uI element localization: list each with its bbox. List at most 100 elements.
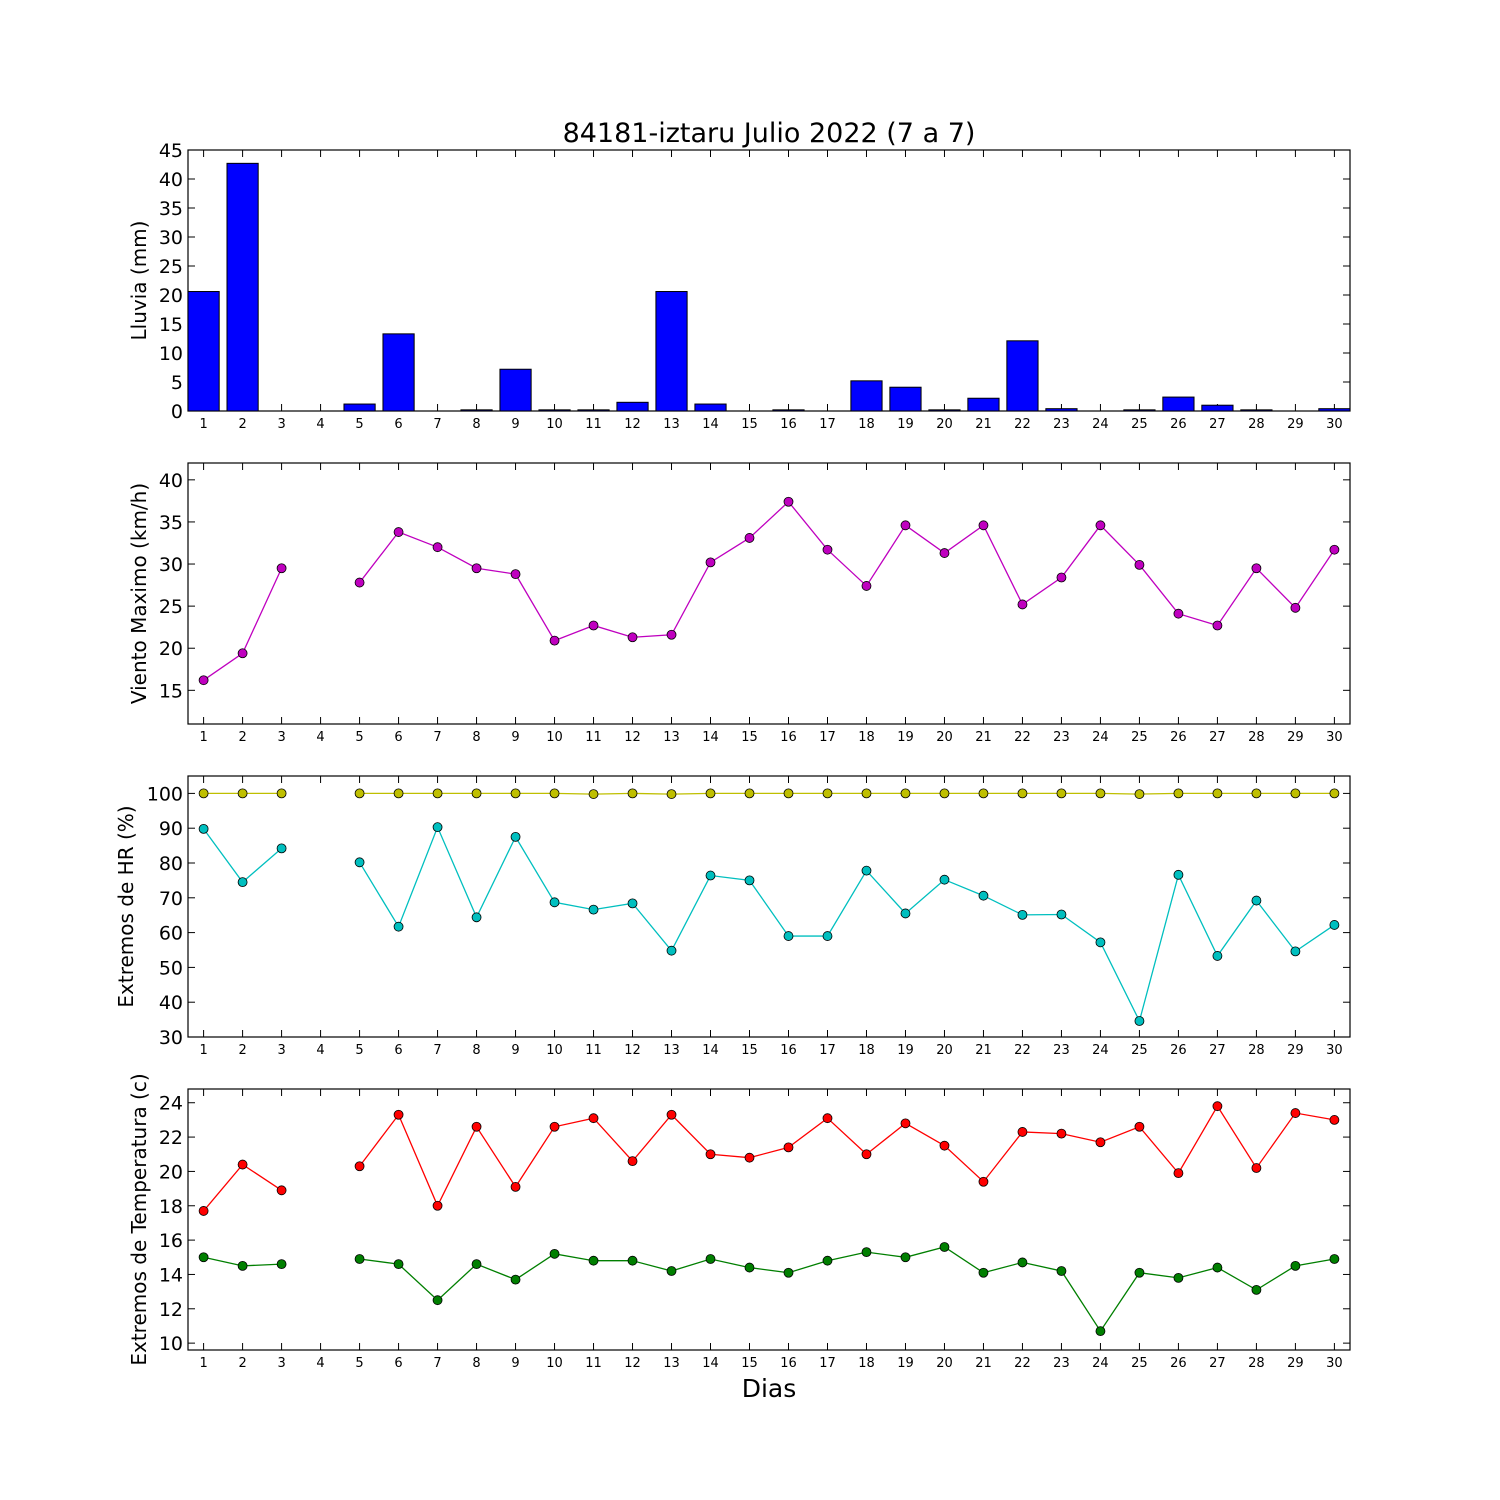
series-2-point-day-14	[705, 870, 716, 881]
x-tick-label: 16	[780, 730, 797, 745]
series-1-point-day-18	[861, 788, 872, 799]
x-tick-label: 7	[433, 417, 441, 432]
x-tick-label: 3	[277, 417, 285, 432]
x-tick-label: 13	[663, 1356, 680, 1371]
y-tick-label: 30	[159, 554, 183, 576]
series-1-point-day-3	[276, 563, 287, 574]
y-axis-label: Extremos de Temperatura (c)	[127, 1073, 151, 1365]
series-1-point-day-18	[861, 581, 872, 591]
series-2-point-day-5	[354, 857, 365, 868]
series-2-point-day-9	[510, 832, 521, 842]
x-tick-label: 15	[741, 1043, 758, 1058]
x-tick-label: 28	[1248, 417, 1265, 432]
bar-day-1	[187, 291, 220, 412]
x-tick-label: 29	[1287, 1043, 1304, 1058]
y-tick-label: 45	[159, 140, 183, 162]
series-1-point-day-30	[1329, 544, 1340, 555]
x-tick-label: 24	[1092, 1043, 1109, 1058]
y-tick-label: 70	[159, 888, 183, 910]
series-1-point-day-27	[1212, 620, 1223, 631]
series-2-point-day-5	[354, 1254, 365, 1264]
series-2-point-day-28	[1251, 1285, 1262, 1295]
series-1-point-day-19	[900, 788, 911, 799]
series-2-point-day-24	[1095, 1326, 1106, 1337]
series-1-point-day-7	[432, 542, 443, 553]
x-tick-label: 14	[702, 417, 719, 432]
x-tick-label: 5	[355, 1356, 363, 1371]
plot-frame	[187, 775, 1351, 1038]
x-tick-label: 23	[1053, 730, 1070, 745]
x-tick-label: 13	[663, 417, 680, 432]
x-tick-label: 22	[1014, 417, 1031, 432]
x-tick-label: 8	[472, 417, 480, 432]
series-1-point-day-1	[198, 788, 209, 799]
series-2-point-day-1	[198, 1252, 209, 1263]
x-tick-label: 27	[1209, 1356, 1226, 1371]
series-1-point-day-25	[1134, 1121, 1145, 1132]
series-1-point-day-6	[393, 527, 404, 537]
x-tick-label: 3	[277, 1043, 285, 1058]
x-tick-label: 20	[936, 1356, 953, 1371]
series-2-point-day-26	[1173, 869, 1184, 880]
series-2-point-day-16	[783, 1267, 794, 1278]
x-tick-label: 5	[355, 417, 363, 432]
x-tick-label: 15	[741, 417, 758, 432]
bar-day-10	[538, 409, 571, 412]
series-1-point-day-28	[1251, 563, 1262, 574]
bar-day-19	[889, 386, 922, 412]
bar-day-14	[694, 403, 727, 412]
x-tick-label: 19	[897, 1043, 914, 1058]
x-tick-label: 14	[702, 1356, 719, 1371]
x-tick-label: 16	[780, 417, 797, 432]
y-tick-label: 100	[147, 783, 183, 805]
series-1-point-day-2	[237, 1159, 248, 1170]
series-1-point-day-15	[744, 533, 755, 543]
series-2-point-day-17	[822, 931, 833, 941]
series-2-point-day-11	[588, 904, 599, 915]
series-2-point-day-15	[744, 1262, 755, 1273]
series-2-point-day-12	[627, 1255, 638, 1266]
x-tick-label: 30	[1326, 1356, 1343, 1371]
y-tick-label: 25	[159, 596, 183, 618]
x-tick-label: 2	[238, 1356, 246, 1371]
series-1-point-day-12	[627, 788, 638, 799]
x-tick-label: 29	[1287, 417, 1304, 432]
x-tick-label: 26	[1170, 1356, 1187, 1371]
x-tick-label: 18	[858, 1043, 875, 1058]
series-1-point-day-2	[237, 788, 248, 799]
series-2-point-day-2	[237, 877, 248, 888]
series-2-point-day-9	[510, 1274, 521, 1285]
bar-day-28	[1240, 409, 1273, 412]
y-tick-label: 35	[159, 198, 183, 220]
series-2-point-day-27	[1212, 951, 1223, 961]
x-tick-label: 9	[511, 1356, 519, 1371]
x-tick-label: 10	[546, 730, 563, 745]
series-2-point-day-27	[1212, 1262, 1223, 1273]
x-tick-label: 17	[819, 417, 836, 432]
series-1-point-day-8	[471, 563, 482, 574]
x-tick-label: 23	[1053, 417, 1070, 432]
series-1-point-day-15	[744, 1152, 755, 1163]
x-tick-label: 1	[199, 1043, 207, 1058]
series-1-point-day-5	[354, 577, 365, 588]
x-tick-label: 29	[1287, 730, 1304, 745]
series-1-line	[359, 1104, 1335, 1208]
plot-frame	[187, 149, 1351, 412]
y-tick-label: 40	[159, 169, 183, 191]
series-1-point-day-7	[432, 1200, 443, 1211]
bar-day-18	[850, 380, 883, 412]
y-tick-label: 35	[159, 512, 183, 534]
x-tick-label: 12	[624, 1043, 641, 1058]
series-2-point-day-20	[939, 874, 950, 885]
bar-day-2	[226, 162, 259, 412]
series-1-point-day-14	[705, 788, 716, 799]
series-1-point-day-10	[549, 788, 560, 799]
x-tick-label: 11	[585, 1356, 602, 1371]
bar-day-8	[460, 409, 493, 412]
series-1-point-day-19	[900, 520, 911, 531]
bar-day-12	[616, 401, 649, 412]
x-tick-label: 9	[511, 1043, 519, 1058]
series-2-point-day-14	[705, 1254, 716, 1264]
